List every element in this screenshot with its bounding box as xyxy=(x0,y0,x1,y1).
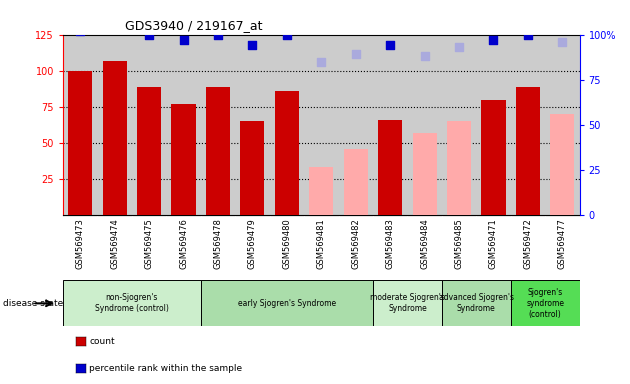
Text: GSM569479: GSM569479 xyxy=(248,218,257,269)
Text: GSM569473: GSM569473 xyxy=(76,218,84,269)
Bar xyxy=(103,61,127,215)
Bar xyxy=(201,280,373,326)
Point xyxy=(75,28,85,34)
Point xyxy=(213,31,223,38)
Point xyxy=(144,31,154,38)
Text: GSM569483: GSM569483 xyxy=(386,218,394,269)
Text: moderate Sjogren's
Syndrome: moderate Sjogren's Syndrome xyxy=(370,293,445,313)
Bar xyxy=(171,104,195,215)
Text: disease state: disease state xyxy=(3,299,64,308)
Bar xyxy=(241,121,265,215)
Text: percentile rank within the sample: percentile rank within the sample xyxy=(89,364,243,373)
Point xyxy=(282,31,292,38)
Point xyxy=(558,39,568,45)
Point xyxy=(316,59,326,65)
Text: early Sjogren's Syndrome: early Sjogren's Syndrome xyxy=(238,299,336,308)
Bar xyxy=(481,99,505,215)
Bar xyxy=(206,86,230,215)
Point xyxy=(385,42,395,48)
Bar xyxy=(373,280,442,326)
Bar xyxy=(447,121,471,215)
Bar xyxy=(137,86,161,215)
Text: GSM569480: GSM569480 xyxy=(282,218,291,269)
Point xyxy=(178,37,188,43)
Point xyxy=(351,51,361,58)
Point xyxy=(420,53,430,59)
Point xyxy=(248,42,258,48)
Text: Sjogren's
syndrome
(control): Sjogren's syndrome (control) xyxy=(526,288,564,319)
Bar xyxy=(511,280,580,326)
Text: non-Sjogren's
Syndrome (control): non-Sjogren's Syndrome (control) xyxy=(95,293,169,313)
Point xyxy=(523,31,533,38)
Point xyxy=(454,44,464,50)
Text: GSM569478: GSM569478 xyxy=(214,218,222,269)
Bar xyxy=(309,167,333,215)
Text: GSM569485: GSM569485 xyxy=(455,218,464,269)
Bar xyxy=(344,149,368,215)
Text: count: count xyxy=(89,337,115,346)
Text: GSM569481: GSM569481 xyxy=(317,218,326,269)
Point xyxy=(488,37,498,43)
Point xyxy=(110,26,120,32)
Text: advanced Sjogren's
Syndrome: advanced Sjogren's Syndrome xyxy=(438,293,514,313)
Text: GSM569475: GSM569475 xyxy=(145,218,154,269)
Text: GSM569472: GSM569472 xyxy=(524,218,532,269)
Text: GSM569477: GSM569477 xyxy=(558,218,567,269)
Bar xyxy=(68,71,92,215)
Bar xyxy=(275,91,299,215)
Text: GSM569471: GSM569471 xyxy=(489,218,498,269)
Bar xyxy=(551,114,575,215)
Text: GSM569474: GSM569474 xyxy=(110,218,119,269)
Text: GSM569482: GSM569482 xyxy=(352,218,360,269)
Bar xyxy=(516,86,540,215)
Bar xyxy=(442,280,511,326)
Text: GSM569476: GSM569476 xyxy=(179,218,188,269)
Text: GSM569484: GSM569484 xyxy=(420,218,429,269)
Bar xyxy=(63,280,201,326)
Bar xyxy=(378,120,402,215)
Text: GDS3940 / 219167_at: GDS3940 / 219167_at xyxy=(125,19,263,32)
Bar xyxy=(413,133,437,215)
